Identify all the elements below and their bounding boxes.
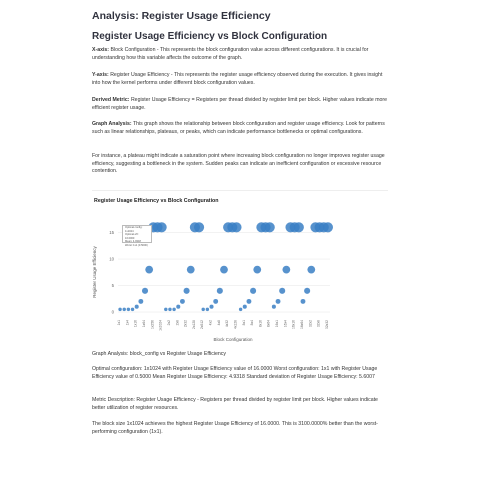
y-axis-text: Register Usage Efficiency - This represe… bbox=[92, 72, 383, 86]
legend-line: Worst: 1x1 (0.5000) bbox=[125, 243, 148, 247]
y-axis-label: Y-axis: bbox=[92, 72, 109, 78]
x-axis-text: Block Configuration - This represents th… bbox=[92, 47, 369, 61]
derived-metric-label: Derived Metric: bbox=[92, 97, 130, 103]
derived-metric-description: Derived Metric: Register Usage Efficienc… bbox=[92, 97, 392, 112]
chart-legend: Optimal config: 1x1024 Optimal eff.: 16.… bbox=[122, 225, 152, 247]
legend-line: Mean: 4.9318 bbox=[125, 240, 141, 244]
x-axis-description: X-axis: Block Configuration - This repre… bbox=[92, 47, 392, 62]
chart-title: Register Usage Efficiency vs Block Confi… bbox=[94, 198, 219, 204]
derived-metric-text: Register Usage Efficiency = Registers pe… bbox=[92, 97, 388, 111]
section-title: Register Usage Efficiency vs Block Confi… bbox=[92, 31, 328, 42]
legend-line: Optimal eff.: 16.0000 bbox=[125, 233, 139, 240]
page-title: Analysis: Register Usage Efficiency bbox=[92, 10, 271, 22]
graph-analysis-label: Graph Analysis: bbox=[92, 121, 132, 127]
graph-analysis-description: Graph Analysis: This graph shows the rel… bbox=[92, 121, 392, 136]
legend-line: Optimal config: 1x1024 bbox=[125, 226, 143, 233]
graph-analysis-text: This graph shows the relationship betwee… bbox=[92, 121, 385, 135]
x-axis-label: X-axis: bbox=[92, 47, 110, 53]
metric-description: Metric Description: Register Usage Effic… bbox=[92, 397, 378, 411]
analysis-summary: Optimal configuration: 1x1024 with Regis… bbox=[92, 366, 378, 380]
example-description: For instance, a plateau might indicate a… bbox=[92, 153, 385, 175]
analysis-heading: Graph Analysis: block_config vs Register… bbox=[92, 351, 226, 357]
y-axis-description: Y-axis: Register Usage Efficiency - This… bbox=[92, 72, 392, 87]
chart-card bbox=[92, 190, 388, 347]
conclusion: The block size 1x1024 achieves the highe… bbox=[92, 421, 378, 435]
